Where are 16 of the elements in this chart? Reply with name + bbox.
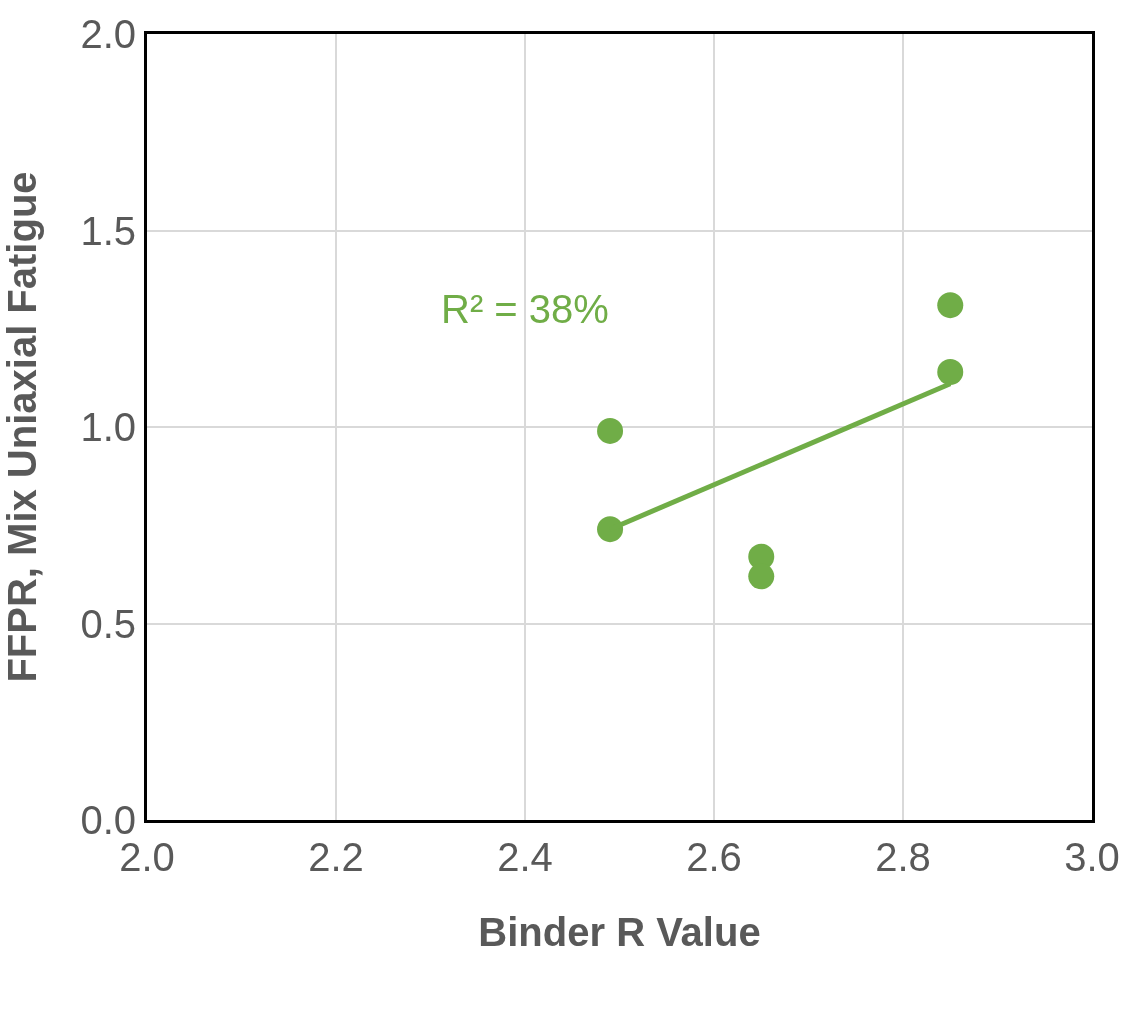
y-tick-label: 1.0 [80, 405, 136, 449]
x-tick-label: 3.0 [1064, 835, 1120, 879]
y-tick-label: 1.5 [80, 208, 136, 253]
x-axis-title: Binder R Value [478, 909, 761, 954]
point [937, 292, 964, 319]
y-axis-title: FFPR, Mix Uniaxial Fatigue [0, 171, 44, 683]
x-tick-label: 2.2 [308, 835, 364, 879]
point [597, 417, 624, 444]
x-tick-label: 2.6 [686, 835, 742, 879]
y-tick-label: 0.5 [80, 601, 136, 646]
point [937, 358, 964, 385]
annotation: R² = 38% [441, 287, 609, 331]
point [748, 563, 775, 590]
y-tick-label: 2.0 [80, 12, 136, 56]
x-tick-label: 2.4 [497, 835, 553, 879]
x-tick-label: 2.8 [875, 835, 931, 879]
